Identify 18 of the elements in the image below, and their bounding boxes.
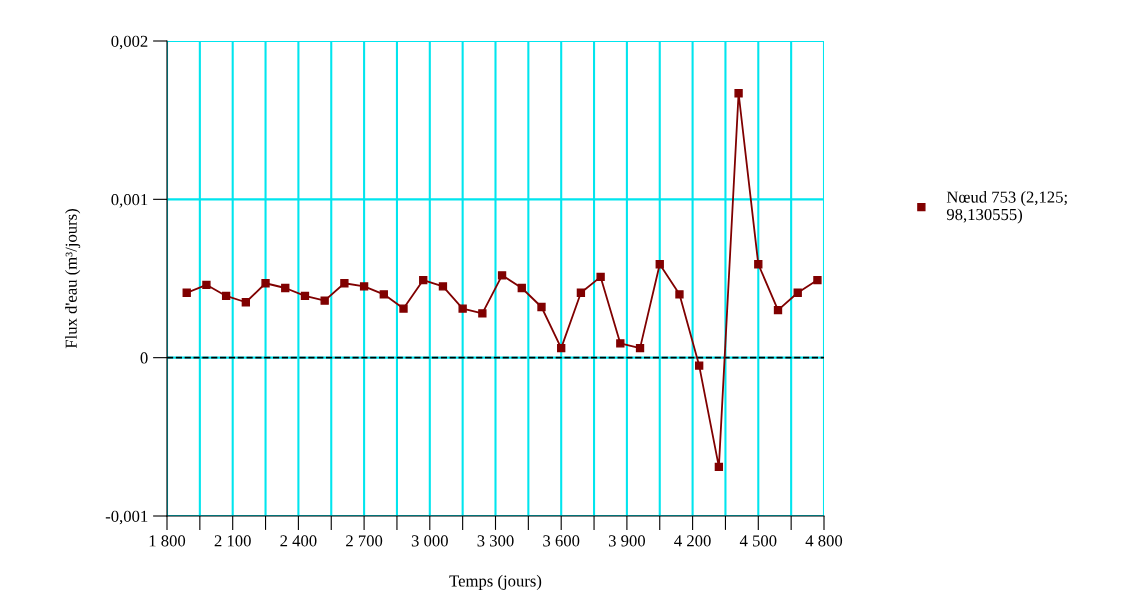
x-tick-label: 2 400	[280, 535, 317, 547]
x-tick-label: 3 600	[543, 535, 580, 547]
x-axis-title: Temps (jours)	[449, 574, 542, 590]
y-tick-label: 0	[140, 352, 148, 364]
x-tick-label: 4 200	[674, 535, 711, 547]
y-axis-title: Flux d'eau (m³/jours)	[65, 209, 81, 349]
legend-label: Nœud 753 (2,125; 98,130555)	[946, 190, 1067, 224]
y-tick-label: 0,001	[111, 194, 148, 208]
x-tick-label: 2 100	[214, 535, 251, 547]
x-tick-label: 4 500	[739, 535, 777, 547]
y-tick-label: -0,001	[105, 510, 148, 525]
x-tick-label: 4 800	[805, 535, 843, 547]
x-tick-label: 3 300	[477, 535, 514, 547]
x-tick-label: 3 000	[411, 535, 448, 547]
x-tick-label: 2 700	[346, 535, 383, 547]
x-tick-label: 3 900	[608, 535, 646, 547]
x-tick-label: 1 800	[149, 535, 186, 547]
y-tick-label: 0,002	[111, 35, 148, 50]
